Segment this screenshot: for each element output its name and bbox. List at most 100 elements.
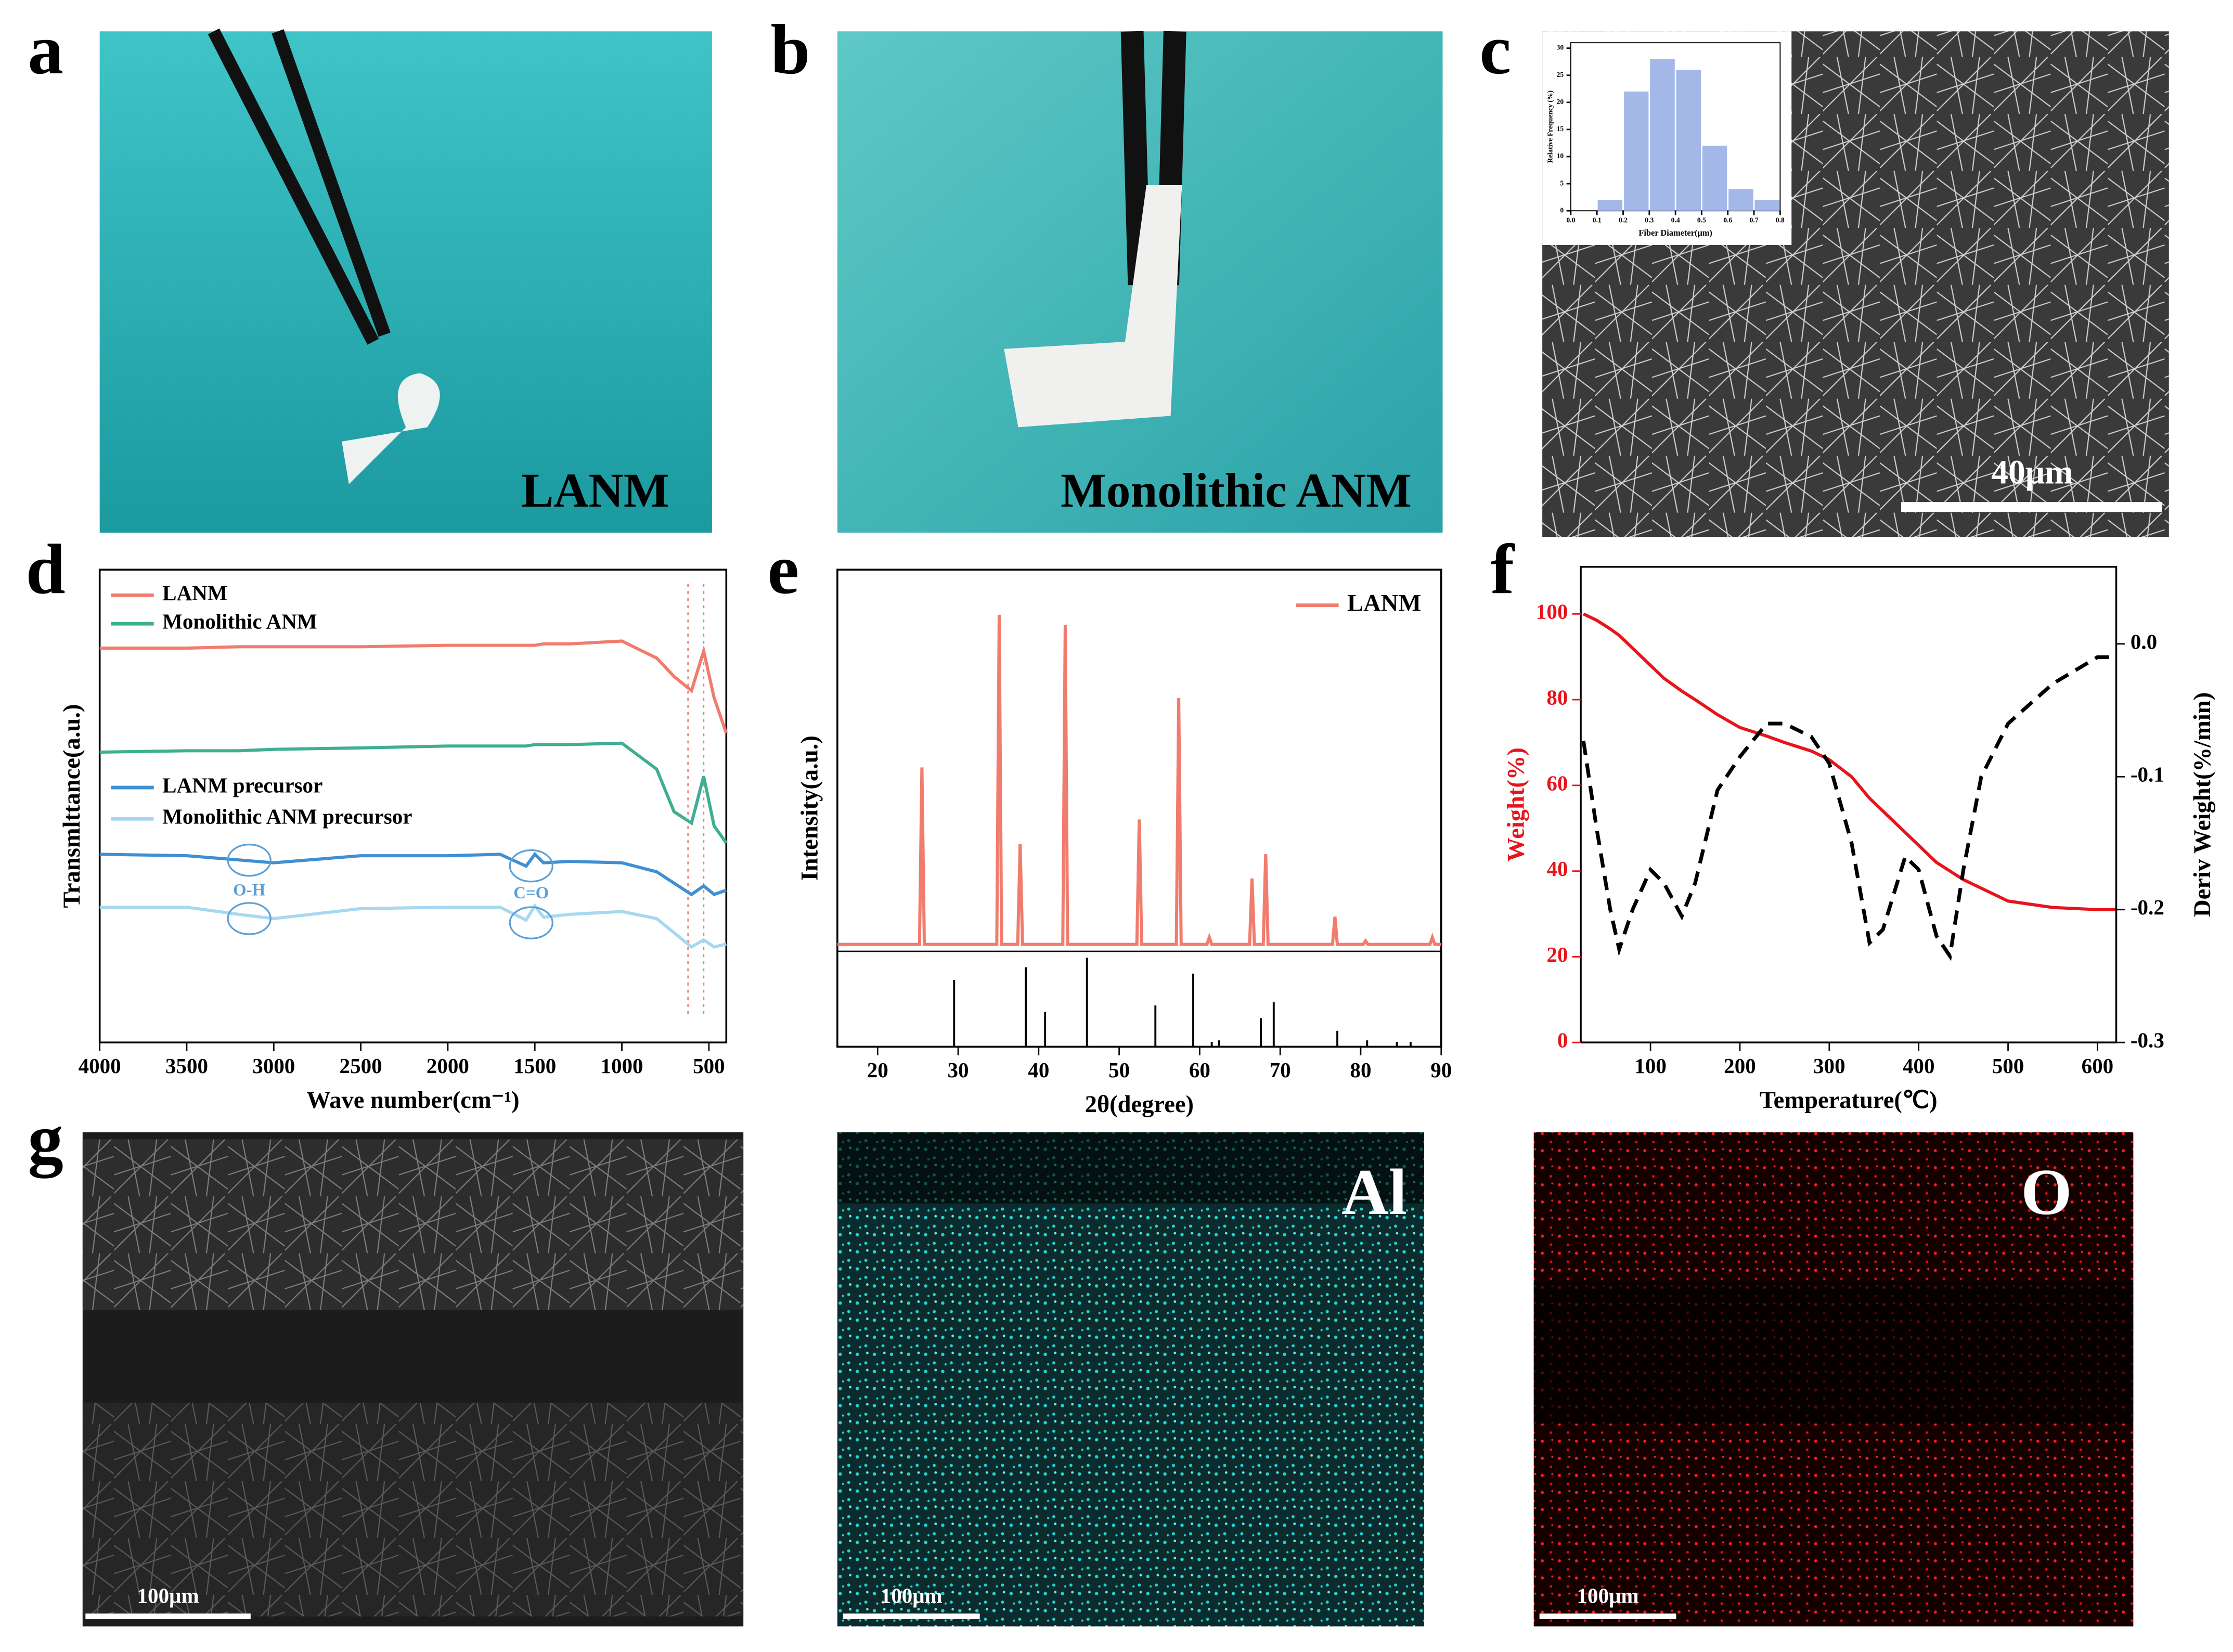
y-axis-label: Weight(%): [1503, 747, 1529, 862]
x-tick-label: 0.2: [1619, 216, 1628, 224]
histogram-bar: [1650, 59, 1675, 211]
scale-label: 100μm: [1577, 1583, 1639, 1607]
histogram-bar: [1676, 70, 1701, 211]
histogram-bar: [1728, 189, 1753, 211]
y-tick-label: 10: [1557, 152, 1564, 160]
photo-b: Monolithic ANM: [837, 31, 1443, 533]
y-tick-label: 0: [1557, 1028, 1568, 1052]
panel-letter: a: [28, 10, 63, 89]
x-tick-label: 70: [1270, 1058, 1291, 1082]
sem-layer: [82, 1139, 744, 1310]
x-tick-label: 40: [1028, 1058, 1049, 1082]
legend-label: LANM: [1347, 590, 1421, 616]
x-axis-label: Fiber Diameter(μm): [1638, 228, 1712, 238]
y-tick-label: 30: [1557, 44, 1564, 51]
eds-map: [837, 1132, 1424, 1627]
photo-label: LANM: [521, 464, 669, 518]
legend-label: LANM precursor: [162, 773, 322, 797]
series-line: [1581, 655, 2115, 961]
x-tick-label: 2000: [427, 1054, 469, 1078]
panel-letter: c: [1479, 10, 1511, 89]
legend-label: LANM: [162, 581, 227, 605]
histogram-bar: [1597, 200, 1623, 211]
x-tick-label: 100: [1634, 1054, 1667, 1078]
x-tick-label: 500: [1992, 1054, 2024, 1078]
x-tick-label: 3000: [252, 1054, 295, 1078]
y-tick-label: 20: [1546, 943, 1568, 966]
y-tick-label: 25: [1557, 71, 1564, 79]
x-tick-label: 0.1: [1593, 216, 1602, 224]
x-tick-label: 300: [1813, 1054, 1845, 1078]
y-tick-label: 60: [1546, 771, 1568, 795]
histogram-bar: [1702, 146, 1727, 211]
x-tick-label: 30: [948, 1058, 969, 1082]
x-tick-label: 0.8: [1776, 216, 1785, 224]
y-tick-label: 0: [1560, 206, 1564, 214]
element-label: Al: [1341, 1156, 1407, 1229]
element-label: O: [2021, 1156, 2072, 1229]
photo-label: Monolithic ANM: [1061, 464, 1412, 518]
plot-frame: [1580, 565, 2118, 1043]
legend-label: Monolithic ANM: [162, 610, 317, 634]
x-tick-label: 1000: [600, 1054, 643, 1078]
eds-dark: [1533, 1282, 2134, 1424]
x-tick-label: 20: [867, 1058, 888, 1082]
x-tick-label: 200: [1724, 1054, 1756, 1078]
y-axis-label: Transmlttance(a.u.): [59, 704, 85, 908]
y-tick-label: 40: [1546, 857, 1568, 881]
annotation-circle: [509, 849, 553, 883]
y-tick-label: 15: [1557, 125, 1564, 133]
plot-frame: [98, 569, 728, 1043]
x-tick-label: 0.0: [1566, 216, 1575, 224]
x-tick-label: 500: [693, 1054, 725, 1078]
series-line: [99, 903, 727, 949]
x-tick-label: 0.4: [1671, 216, 1680, 224]
plot-frame: [836, 569, 1442, 1048]
eds-dark: [837, 1132, 1424, 1204]
scale-label: 100μm: [137, 1583, 199, 1607]
x-tick-label: 400: [1903, 1054, 1935, 1078]
series-line: [99, 851, 727, 897]
x-axis-label: Wave number(cm⁻¹): [306, 1087, 519, 1114]
series-line: [99, 639, 728, 734]
series-line: [837, 614, 1441, 946]
photo-g3: 100μm O: [1533, 1132, 2134, 1627]
x-tick-label: 2500: [340, 1054, 382, 1078]
membrane: [342, 373, 440, 484]
y-axis-label: Intensity(a.u.): [796, 735, 823, 881]
x-tick-label: 0.3: [1645, 216, 1654, 224]
y-tick-label: -0.3: [2131, 1028, 2164, 1052]
x-tick-label: 600: [2082, 1054, 2114, 1078]
panel-letter: d: [26, 530, 66, 609]
series-line: [1582, 612, 2115, 911]
tweezers: [208, 28, 391, 345]
y-tick-label: 5: [1560, 179, 1564, 187]
histogram-bar: [1623, 91, 1649, 211]
photo-g1: 100μm: [82, 1132, 744, 1627]
y-axis-label: Relative Frequency (%): [1546, 91, 1555, 163]
x-tick-label: 50: [1108, 1058, 1130, 1082]
panel-letter: e: [767, 530, 799, 609]
y-tick-label: 20: [1557, 98, 1564, 106]
x-axis-label: 2θ(degree): [1085, 1091, 1194, 1118]
x-axis-label: Temperature(℃): [1760, 1087, 1938, 1114]
scale-label: 100μm: [881, 1583, 943, 1607]
y-tick-label: 0.0: [2131, 629, 2157, 653]
x-tick-label: 4000: [79, 1054, 121, 1078]
x-tick-label: 90: [1430, 1058, 1452, 1082]
annotation: C=O: [513, 884, 549, 902]
x-tick-label: 80: [1350, 1058, 1371, 1082]
histogram-bar: [1754, 200, 1779, 211]
photo-a: LANM: [99, 28, 712, 533]
legend-label: Monolithic ANM precursor: [162, 805, 412, 829]
annotation-circle: [227, 902, 272, 935]
annotation-circle: [509, 906, 553, 939]
annotation: O-H: [233, 881, 265, 899]
series-line: [99, 741, 728, 844]
y-tick-label: -0.2: [2131, 895, 2164, 919]
panel-letter: b: [770, 10, 810, 89]
panel-letter: f: [1491, 530, 1515, 609]
y-tick-label: 100: [1536, 600, 1568, 624]
y-tick-label: -0.1: [2131, 763, 2164, 786]
